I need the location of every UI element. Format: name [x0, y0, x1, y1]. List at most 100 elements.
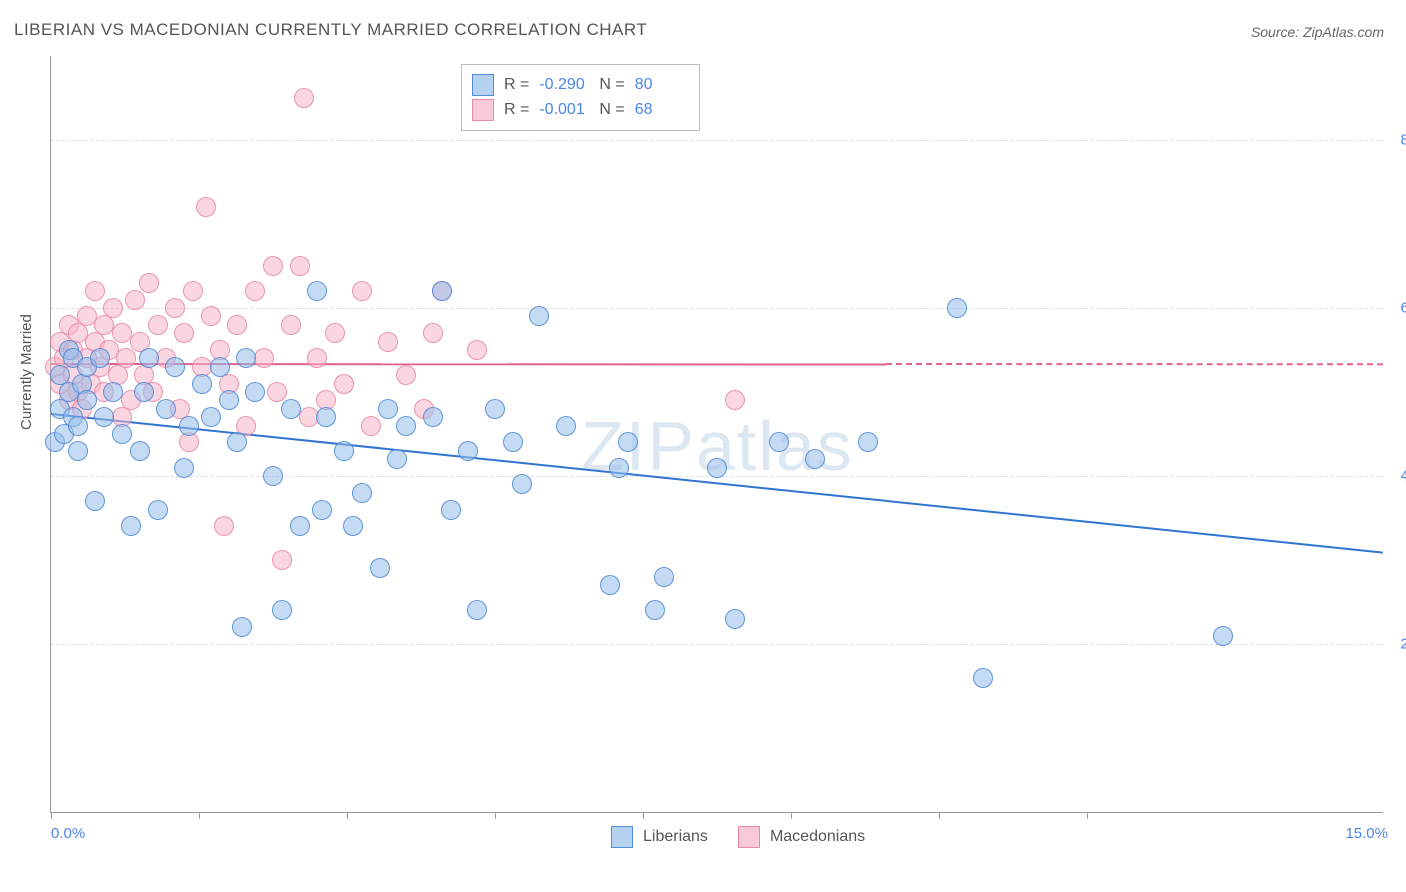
scatter-dot-pink — [165, 298, 185, 318]
scatter-dot-pink — [267, 382, 287, 402]
scatter-dot-blue — [600, 575, 620, 595]
stats-row-pink: R = -0.001 N = 68 — [472, 99, 685, 121]
scatter-dot-blue — [947, 298, 967, 318]
scatter-dot-blue — [370, 558, 390, 578]
scatter-dot-blue — [423, 407, 443, 427]
scatter-dot-blue — [232, 617, 252, 637]
scatter-dot-blue — [458, 441, 478, 461]
scatter-dot-blue — [334, 441, 354, 461]
scatter-dot-blue — [654, 567, 674, 587]
x-tick — [495, 812, 496, 819]
trend-line-pink-dashed — [886, 363, 1383, 367]
scatter-plot-area: 20.0%40.0%60.0%80.0%0.0%15.0%ZIPatlasR =… — [50, 56, 1383, 813]
scatter-dot-blue — [556, 416, 576, 436]
scatter-dot-blue — [290, 516, 310, 536]
scatter-dot-blue — [103, 382, 123, 402]
legend-swatch-blue-icon — [611, 826, 633, 848]
scatter-dot-blue — [192, 374, 212, 394]
scatter-dot-pink — [290, 256, 310, 276]
stat-r-label: R = — [504, 101, 529, 119]
stat-r-value: -0.001 — [539, 101, 589, 119]
swatch-pink-icon — [472, 99, 494, 121]
scatter-dot-pink — [281, 315, 301, 335]
x-tick — [791, 812, 792, 819]
scatter-dot-blue — [441, 500, 461, 520]
chart-title: LIBERIAN VS MACEDONIAN CURRENTLY MARRIED… — [14, 20, 647, 40]
stat-n-value: 68 — [635, 101, 685, 119]
scatter-dot-blue — [609, 458, 629, 478]
legend-label-blue: Liberians — [643, 828, 708, 846]
scatter-dot-pink — [467, 340, 487, 360]
scatter-dot-blue — [378, 399, 398, 419]
stats-box: R = -0.290 N = 80 R = -0.001 N = 68 — [461, 64, 700, 131]
scatter-dot-blue — [77, 390, 97, 410]
stat-n-value: 80 — [635, 76, 685, 94]
scatter-dot-blue — [121, 516, 141, 536]
scatter-dot-pink — [307, 348, 327, 368]
scatter-dot-pink — [423, 323, 443, 343]
x-end-label: 15.0% — [1345, 825, 1388, 842]
scatter-dot-blue — [201, 407, 221, 427]
scatter-dot-blue — [529, 306, 549, 326]
scatter-dot-blue — [512, 474, 532, 494]
scatter-dot-blue — [68, 441, 88, 461]
bottom-legend: Liberians Macedonians — [611, 826, 885, 848]
grid-line — [51, 140, 1383, 141]
stat-r-value: -0.290 — [539, 76, 589, 94]
scatter-dot-blue — [307, 281, 327, 301]
scatter-dot-pink — [183, 281, 203, 301]
legend-swatch-pink-icon — [738, 826, 760, 848]
grid-line — [51, 308, 1383, 309]
scatter-dot-blue — [725, 609, 745, 629]
scatter-dot-pink — [214, 516, 234, 536]
scatter-dot-blue — [858, 432, 878, 452]
scatter-dot-blue — [1213, 626, 1233, 646]
scatter-dot-blue — [94, 407, 114, 427]
scatter-dot-pink — [148, 315, 168, 335]
scatter-dot-blue — [112, 424, 132, 444]
scatter-dot-pink — [272, 550, 292, 570]
scatter-dot-blue — [312, 500, 332, 520]
scatter-dot-blue — [432, 281, 452, 301]
scatter-dot-blue — [134, 382, 154, 402]
scatter-dot-blue — [85, 491, 105, 511]
scatter-dot-pink — [139, 273, 159, 293]
scatter-dot-blue — [165, 357, 185, 377]
legend-label-pink: Macedonians — [770, 828, 865, 846]
scatter-dot-pink — [103, 298, 123, 318]
scatter-dot-pink — [227, 315, 247, 335]
x-tick — [939, 812, 940, 819]
y-tick-label: 20.0% — [1388, 636, 1406, 653]
x-tick — [1087, 812, 1088, 819]
y-axis-label: Currently Married — [18, 314, 35, 430]
scatter-dot-blue — [219, 390, 239, 410]
scatter-dot-blue — [263, 466, 283, 486]
scatter-dot-pink — [263, 256, 283, 276]
swatch-blue-icon — [472, 74, 494, 96]
stat-r-label: R = — [504, 76, 529, 94]
scatter-dot-blue — [973, 668, 993, 688]
scatter-dot-pink — [396, 365, 416, 385]
y-tick-label: 80.0% — [1388, 132, 1406, 149]
scatter-dot-blue — [485, 399, 505, 419]
scatter-dot-blue — [645, 600, 665, 620]
scatter-dot-blue — [343, 516, 363, 536]
scatter-dot-blue — [352, 483, 372, 503]
scatter-dot-blue — [227, 432, 247, 452]
stat-n-label: N = — [599, 76, 624, 94]
scatter-dot-blue — [156, 399, 176, 419]
x-tick — [347, 812, 348, 819]
x-tick — [51, 812, 52, 819]
scatter-dot-blue — [467, 600, 487, 620]
scatter-dot-blue — [174, 458, 194, 478]
x-tick — [199, 812, 200, 819]
scatter-dot-blue — [139, 348, 159, 368]
scatter-dot-blue — [316, 407, 336, 427]
x-tick — [643, 812, 644, 819]
scatter-dot-blue — [805, 449, 825, 469]
scatter-dot-pink — [245, 281, 265, 301]
scatter-dot-blue — [148, 500, 168, 520]
scatter-dot-pink — [294, 88, 314, 108]
scatter-dot-blue — [130, 441, 150, 461]
stat-n-label: N = — [599, 101, 624, 119]
